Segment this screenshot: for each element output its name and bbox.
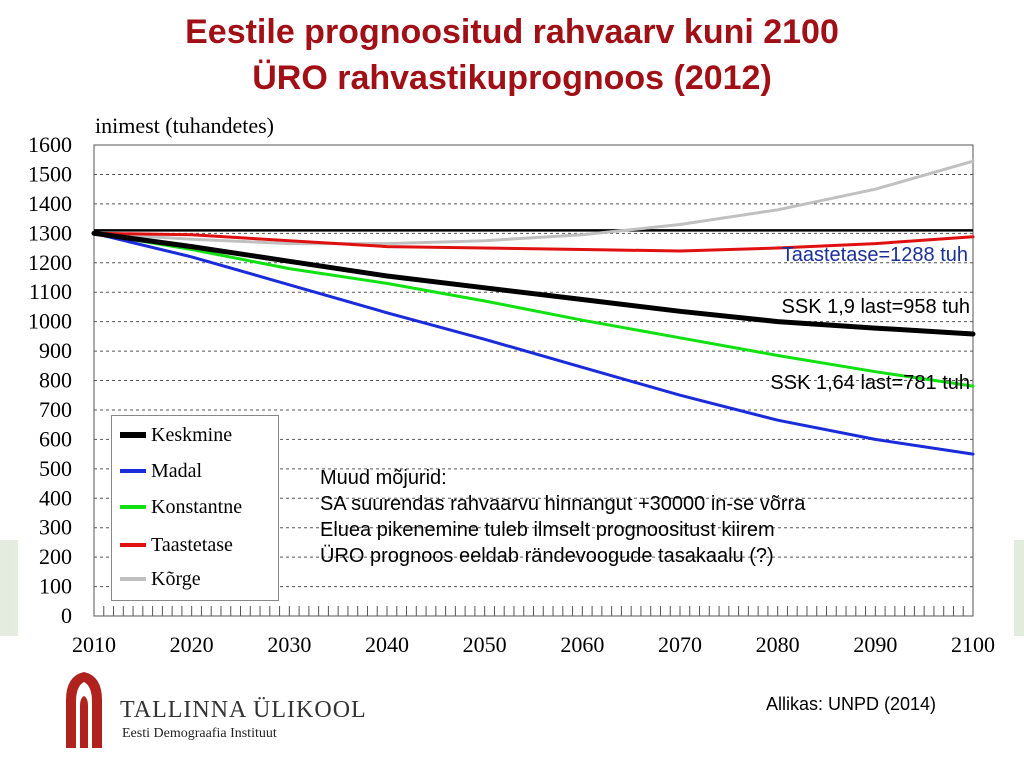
x-tick-label-2080: 2080 [756,632,800,657]
x-tick-label-2070: 2070 [658,632,702,657]
y-tick-label-700: 700 [39,397,72,422]
legend-swatch-taastetase [120,543,146,547]
y-tick-label-1300: 1300 [28,220,72,245]
y-tick-label-500: 500 [39,456,72,481]
legend-item-madal: Madal [120,456,202,486]
y-tick-label-1400: 1400 [28,191,72,216]
notes-line-3: ÜRO prognoos eeldab rändevoogude tasakaa… [320,545,774,567]
page-subtitle: ÜRO rahvastikuprognoos (2012) [252,59,772,97]
x-tick-label-2090: 2090 [853,632,897,657]
legend-label-korge: Kõrge [151,567,201,590]
notes-heading: Muud mõjurid: [320,467,447,489]
x-tick-label-2050: 2050 [463,632,507,657]
annotation-konstantne: SSK 1,64 last=781 tuh [770,372,970,394]
legend-label-taastetase: Taastetase [151,533,233,556]
x-tick-label-2010: 2010 [72,632,116,657]
annotation-taastetase: Taastetase=1288 tuh [781,244,968,266]
legend-swatch-korge [120,577,146,581]
legend-swatch-keskmine [120,432,146,438]
y-tick-label-900: 900 [39,338,72,363]
y-tick-label-300: 300 [39,515,72,540]
legend-swatch-konstantne [120,505,146,509]
page-title: Eestile prognoositud rahvaarv kuni 2100 [185,13,839,51]
legend-label-madal: Madal [151,459,203,482]
legend-swatch-madal [120,469,146,473]
x-tick-label-2100: 2100 [951,632,995,657]
x-tick-label-2060: 2060 [560,632,604,657]
annotation-keskmine: SSK 1,9 last=958 tuh [781,296,970,318]
series-line-taastetase [92,231,975,253]
y-tick-label-1500: 1500 [28,161,72,186]
notes-box: Muud mõjurid: SA suurendas rahvaarvu hin… [320,465,805,569]
legend-label-keskmine: Keskmine [151,423,233,446]
legend: Keskmine Madal Konstantne Taastetase Kõr… [111,415,279,601]
series-line-keskmine [91,230,976,337]
y-tick-label-1100: 1100 [29,279,72,304]
y-tick-label-800: 800 [39,368,72,393]
y-tick-label-1600: 1600 [28,132,72,157]
legend-item-keskmine: Keskmine [120,420,232,450]
y-axis-label: inimest (tuhandetes) [95,113,275,138]
legend-item-konstantne: Konstantne [120,492,242,522]
legend-item-taastetase: Taastetase [120,530,233,560]
x-tick-label-2040: 2040 [365,632,409,657]
y-tick-label-400: 400 [39,485,72,510]
y-tick-label-600: 600 [39,426,72,451]
notes-line-2: Eluea pikenemine tuleb ilmselt prognoosi… [320,519,775,541]
y-tick-label-200: 200 [39,544,72,569]
legend-item-korge: Kõrge [120,564,201,594]
university-logo-icon [66,672,102,748]
organization-subtitle: Eesti Demograafia Instituut [122,726,277,741]
organization-name: TALLINNA ÜLIKOOL [120,697,367,723]
y-tick-label-100: 100 [39,574,72,599]
y-tick-label-1200: 1200 [28,250,72,275]
y-tick-label-0: 0 [61,603,72,628]
y-tick-label-1000: 1000 [28,309,72,334]
legend-label-konstantne: Konstantne [151,495,243,518]
series-line-madal [92,231,975,456]
notes-line-1: SA suurendas rahvaarvu hinnangut +30000 … [320,493,806,515]
series-line-konstantne [92,231,975,388]
series-line-kõrge [92,159,975,246]
x-tick-label-2020: 2020 [170,632,214,657]
source-note: Allikas: UNPD (2014) [766,694,937,714]
x-tick-label-2030: 2030 [267,632,311,657]
